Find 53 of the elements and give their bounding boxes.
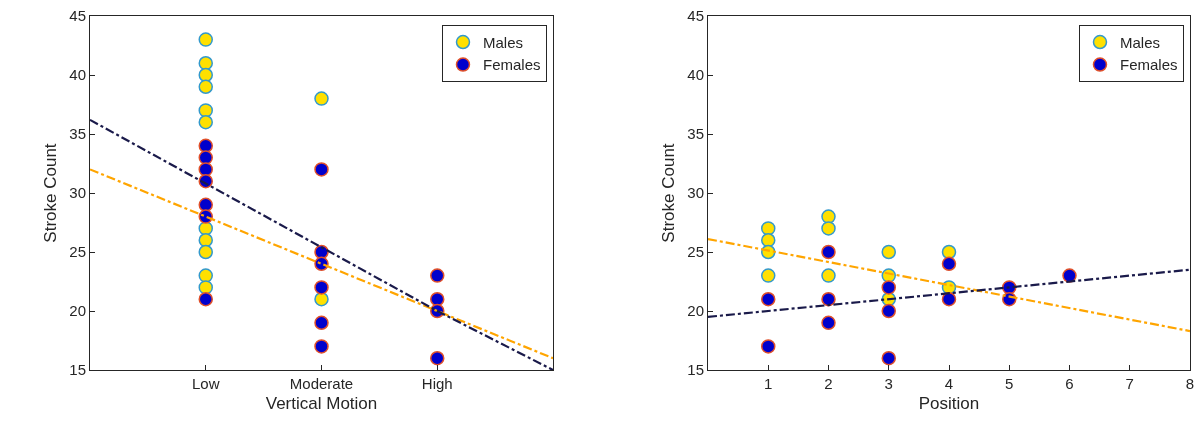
x-axis-title: Position	[918, 394, 980, 414]
point	[941, 291, 957, 307]
y-tick-label: 35	[69, 125, 86, 143]
y-tick-label: 15	[69, 361, 86, 379]
x-tick-label: 2	[824, 375, 833, 392]
point	[881, 303, 896, 319]
y-axis-title: Stroke Count	[658, 143, 678, 243]
y-tick-label: 35	[687, 125, 704, 143]
x-tick-label: 3	[884, 375, 893, 392]
x-tick-label: 1	[764, 375, 773, 392]
y-tick-label: 20	[69, 302, 86, 320]
x-tick-label: Moderate	[289, 375, 354, 392]
x-tick-label: 8	[1185, 375, 1195, 392]
point	[821, 244, 836, 260]
x-tick-label: 4	[944, 375, 954, 392]
y-tick-label: 40	[69, 66, 86, 84]
y-tick-label: 15	[687, 361, 704, 379]
x-tick-label: High	[421, 375, 453, 392]
point	[821, 268, 836, 283]
legend-label: Females	[482, 56, 541, 74]
legend-label: Males	[482, 33, 523, 51]
x-tick-label: Low	[191, 375, 220, 392]
point	[881, 350, 896, 366]
point	[761, 339, 776, 354]
legend-label: Females	[1119, 56, 1178, 74]
x-axis-title: Vertical Motion	[265, 394, 378, 414]
point	[881, 244, 896, 260]
y-tick-label: 25	[687, 243, 704, 261]
y-tick-label: 25	[69, 243, 86, 261]
point	[821, 315, 836, 331]
point	[761, 221, 776, 236]
y-tick-label: 30	[687, 184, 704, 202]
y-tick-label: 45	[69, 7, 86, 25]
point	[941, 244, 957, 260]
point	[941, 256, 957, 272]
point	[761, 268, 776, 283]
y-tick-label: 40	[687, 66, 704, 84]
y-tick-label: 45	[687, 7, 704, 25]
x-tick-label: 7	[1125, 375, 1134, 392]
point	[761, 232, 776, 248]
point	[761, 291, 776, 307]
x-tick-label: 6	[1065, 375, 1074, 392]
point	[821, 209, 836, 224]
y-tick-label: 30	[69, 184, 86, 202]
line-series	[90, 168, 553, 360]
x-tick-label: 5	[1005, 375, 1014, 392]
y-axis-title: Stroke Count	[40, 143, 60, 243]
line-series	[90, 118, 553, 370]
legend-label: Males	[1119, 33, 1160, 51]
point	[881, 280, 896, 295]
point	[821, 291, 836, 307]
y-tick-label: 20	[687, 302, 704, 320]
point	[821, 221, 836, 236]
